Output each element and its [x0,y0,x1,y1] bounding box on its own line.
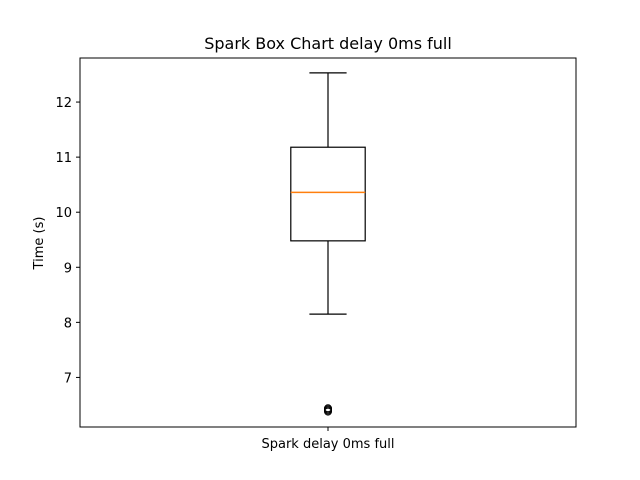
plot-frame [79,57,577,428]
y-tick-label: 12 [55,96,72,111]
outlier-point [324,404,332,413]
iqr-box [290,146,366,242]
x-tick-label: Spark delay 0ms full [261,437,394,452]
y-tick-label: 9 [64,261,72,276]
chart-title: Spark Box Chart delay 0ms full [204,34,452,53]
plot-area: 7 8 9 10 11 12 Spark delay 0ms full [55,72,395,452]
y-tick-label: 11 [55,151,72,166]
y-tick-label: 10 [55,206,72,221]
y-tick-label: 8 [64,316,72,331]
y-tick-label: 7 [64,371,72,386]
y-axis-label: Time (s) [32,217,47,271]
